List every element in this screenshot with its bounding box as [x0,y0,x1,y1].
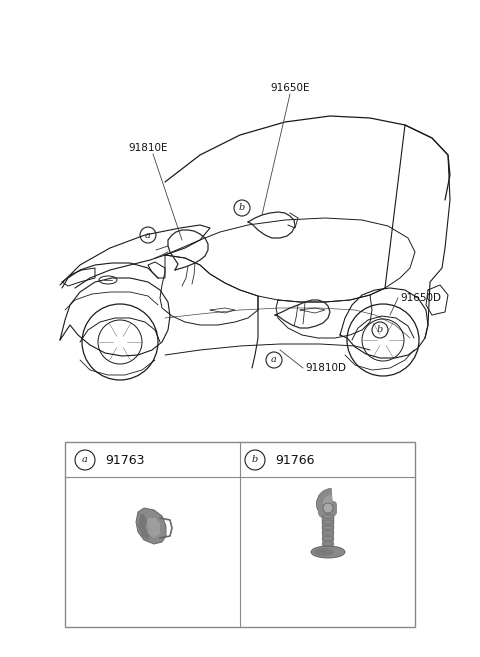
Bar [65,442,415,627]
Text: 91810D: 91810D [305,363,346,373]
Text: b: b [252,455,258,464]
Text: 91763: 91763 [105,453,144,466]
Ellipse shape [314,548,334,556]
Ellipse shape [311,546,345,558]
Text: b: b [239,204,245,212]
Circle shape [323,503,333,513]
Text: 91766: 91766 [275,453,314,466]
Polygon shape [138,514,150,540]
Text: a: a [82,455,88,464]
Polygon shape [146,518,160,538]
Polygon shape [322,512,334,546]
Text: 91810E: 91810E [128,143,168,153]
Polygon shape [136,508,166,544]
Text: 91650D: 91650D [400,293,441,303]
Text: a: a [145,231,151,240]
Text: 91650E: 91650E [270,83,310,93]
Text: b: b [377,325,383,334]
Text: a: a [271,355,277,365]
